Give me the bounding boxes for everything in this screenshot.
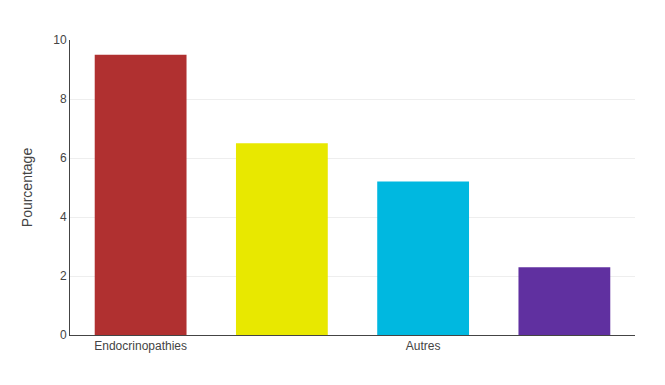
svg-text:8: 8 <box>60 92 67 106</box>
svg-text:Endocrinopathies: Endocrinopathies <box>94 339 187 353</box>
svg-text:Autres: Autres <box>406 339 441 353</box>
svg-text:4: 4 <box>60 210 67 224</box>
svg-text:Pourcentage: Pourcentage <box>19 148 35 228</box>
svg-text:0: 0 <box>60 328 67 342</box>
svg-text:2: 2 <box>60 269 67 283</box>
svg-text:6: 6 <box>60 151 67 165</box>
svg-text:10: 10 <box>53 33 67 47</box>
